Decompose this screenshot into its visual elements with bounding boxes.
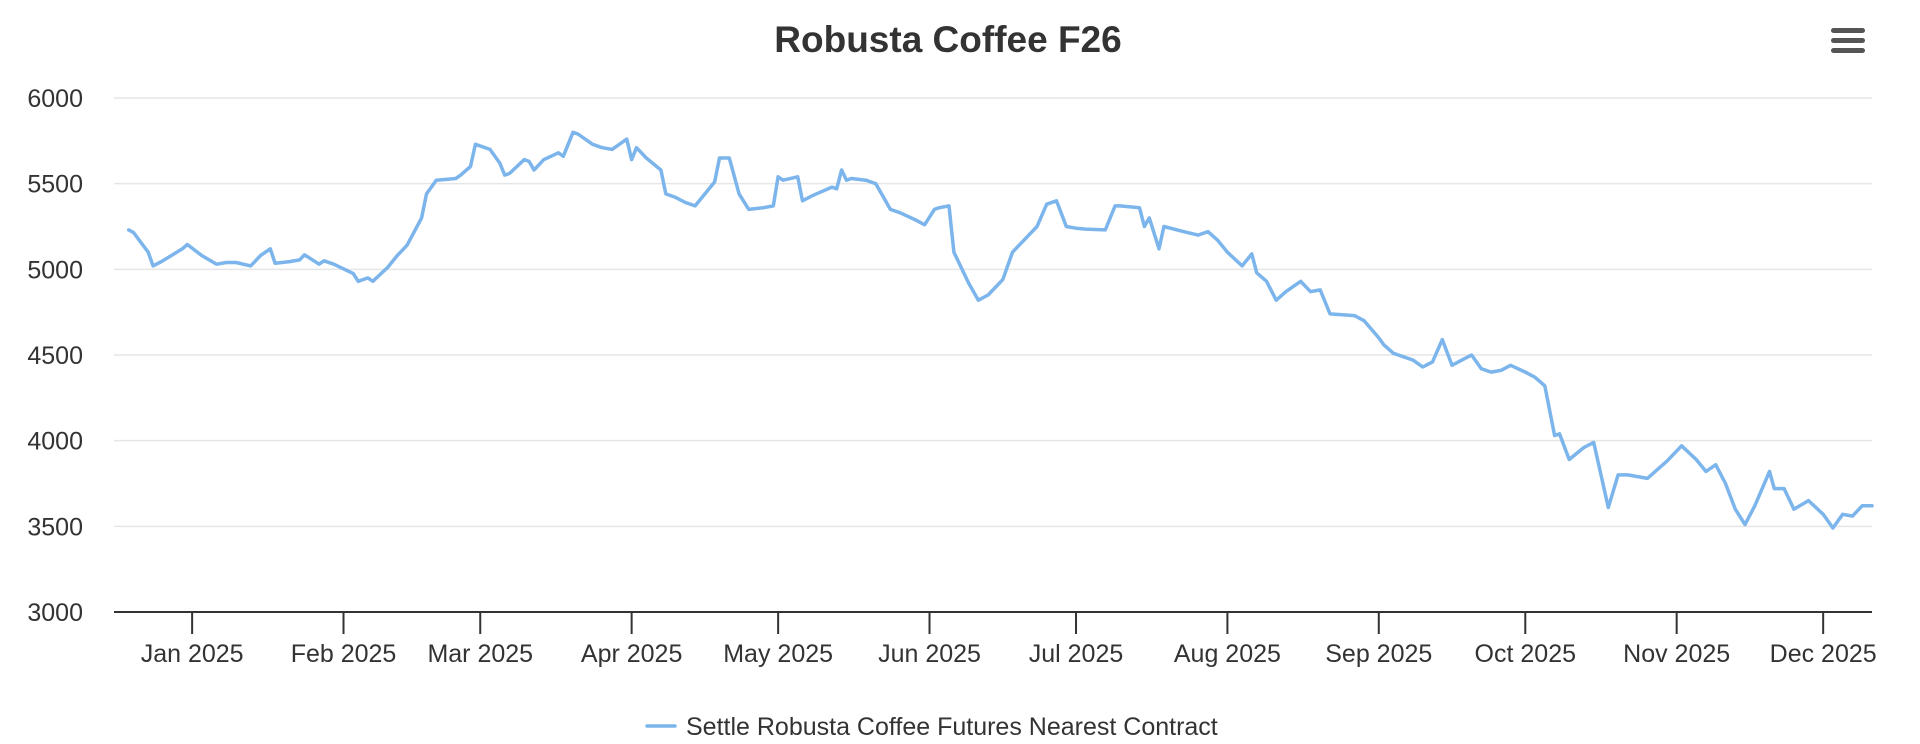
x-tick-label: Jan 2025 (141, 640, 244, 668)
x-tick-label: Oct 2025 (1475, 640, 1576, 668)
y-tick-label: 5000 (27, 256, 83, 284)
y-tick-label: 4500 (27, 342, 83, 370)
y-tick-label: 3000 (27, 599, 83, 627)
x-tick-label: Apr 2025 (581, 640, 682, 668)
x-tick-label: Dec 2025 (1770, 640, 1877, 668)
x-tick-label: Jul 2025 (1029, 640, 1124, 668)
y-tick-label: 6000 (27, 85, 83, 113)
y-axis-labels: 6000 5500 5000 4500 4000 3500 3000 (27, 85, 83, 627)
x-tick-label: Feb 2025 (291, 640, 397, 668)
hamburger-menu-icon[interactable] (1828, 22, 1868, 58)
x-tick-label: Mar 2025 (427, 640, 533, 668)
x-axis-labels: Jan 2025 Feb 2025 Mar 2025 Apr 2025 May 2025… (141, 612, 1877, 668)
y-tick-label: 4000 (27, 428, 83, 456)
grid-lines (114, 97, 1872, 528)
x-tick-label: Sep 2025 (1325, 640, 1432, 668)
series-layer (126, 130, 1874, 530)
x-tick-label: Aug 2025 (1174, 640, 1281, 668)
chart-title: Robusta Coffee F26 (774, 19, 1121, 60)
y-tick-label: 5500 (27, 171, 83, 199)
x-tick-label: Jun 2025 (878, 640, 981, 668)
series-line[interactable] (126, 130, 1874, 530)
y-tick-label: 3500 (27, 513, 83, 541)
x-tick-label: Nov 2025 (1623, 640, 1730, 668)
legend-label: Settle Robusta Coffee Futures Nearest Co… (686, 713, 1218, 741)
x-tick-label: May 2025 (723, 640, 833, 668)
legend[interactable]: Settle Robusta Coffee Futures Nearest Co… (645, 713, 1218, 741)
